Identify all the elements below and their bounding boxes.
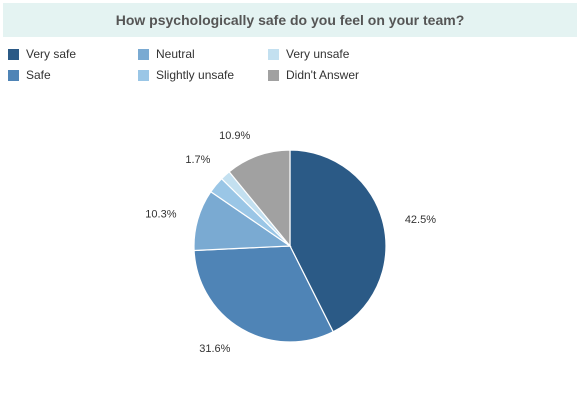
legend-label: Safe (26, 68, 51, 82)
legend-label: Very unsafe (286, 47, 350, 61)
legend-item-very-unsafe[interactable]: Very unsafe (268, 47, 408, 61)
pie-slice-safe[interactable] (193, 245, 334, 343)
legend: Very safe Neutral Very unsafe Safe Sligh… (8, 47, 408, 82)
data-label-very-unsafe: 1.7% (185, 154, 210, 166)
legend-swatch (8, 48, 19, 60)
legend-label: Neutral (156, 47, 195, 61)
legend-label: Didn't Answer (286, 68, 359, 82)
legend-item-slightly-unsafe[interactable]: Slightly unsafe (138, 68, 268, 82)
legend-item-neutral[interactable]: Neutral (138, 47, 268, 61)
legend-swatch (138, 69, 149, 81)
title-bar: How psychologically safe do you feel on … (3, 3, 577, 37)
data-label-neutral: 10.3% (145, 209, 176, 221)
legend-label: Slightly unsafe (156, 68, 235, 82)
legend-swatch (268, 48, 279, 60)
legend-label: Very safe (26, 47, 77, 61)
legend-swatch (8, 69, 19, 81)
legend-item-safe[interactable]: Safe (8, 68, 138, 82)
legend-swatch (268, 69, 279, 81)
data-label-didn-t-answer: 10.9% (219, 130, 250, 142)
data-label-very-safe: 42.5% (405, 214, 436, 226)
chart-title: How psychologically safe do you feel on … (115, 12, 465, 28)
legend-item-very-safe[interactable]: Very safe (8, 47, 138, 61)
legend-swatch (138, 48, 149, 60)
pie-slice-very-safe[interactable] (289, 149, 387, 333)
pie-slice-didn-t-answer[interactable] (228, 149, 291, 248)
legend-item-didnt-answer[interactable]: Didn't Answer (268, 68, 408, 82)
data-label-safe: 31.6% (199, 343, 230, 355)
